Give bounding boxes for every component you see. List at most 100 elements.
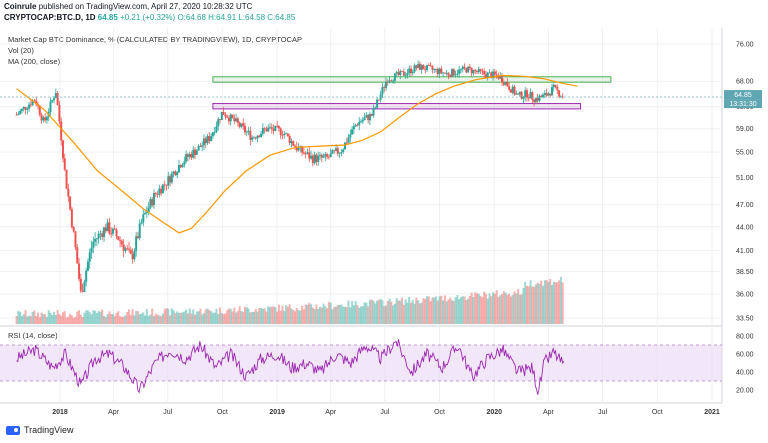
- volume-bar: [260, 307, 263, 324]
- candle-body: [42, 117, 45, 121]
- volume-bar: [290, 308, 293, 324]
- volume-bar: [236, 311, 239, 324]
- candle-body: [219, 119, 222, 120]
- chart-title: Market Cap BTC Dominance, % (CALCULATED …: [8, 35, 302, 44]
- ma-layer: [16, 74, 578, 234]
- candle-body: [176, 172, 179, 176]
- volume-bar: [245, 307, 248, 324]
- candle-body: [69, 196, 72, 210]
- volume-bar: [113, 315, 116, 324]
- volume-bar: [51, 315, 54, 324]
- volume-bar: [331, 309, 334, 324]
- volume-bar: [517, 289, 520, 324]
- volume-bar: [342, 306, 345, 324]
- candle-body: [161, 184, 164, 194]
- volume-bar: [454, 297, 457, 324]
- volume-bar: [554, 282, 557, 324]
- footer-brand[interactable]: TradingView: [6, 425, 74, 435]
- candle-body: [402, 71, 405, 76]
- volume-bar: [518, 294, 521, 324]
- volume-bar: [106, 314, 109, 324]
- volume-bar: [427, 296, 430, 324]
- volume-bar: [70, 315, 73, 324]
- candle-body: [397, 72, 400, 76]
- volume-bar: [174, 313, 177, 324]
- candle-body: [329, 153, 332, 157]
- volume-bar: [28, 315, 31, 324]
- candle-body: [290, 141, 293, 144]
- volume-bar: [451, 300, 454, 324]
- rsi-line: [16, 339, 565, 395]
- candle-body: [288, 135, 291, 144]
- zones-layer: [212, 76, 612, 110]
- candle-body: [115, 229, 118, 237]
- candle-body: [94, 239, 97, 242]
- y-tick-label: 68.00: [736, 79, 754, 86]
- volume-bar: [431, 297, 434, 324]
- volume-bar: [217, 313, 220, 324]
- volume-bar: [299, 310, 302, 324]
- candle-body: [61, 140, 64, 159]
- x-tick-label: Apr: [543, 409, 555, 416]
- volume-bar: [244, 306, 247, 324]
- volume-bar: [124, 315, 127, 324]
- volume-bar: [470, 292, 473, 324]
- candle-body: [522, 97, 525, 99]
- zone-resistance: [212, 76, 612, 83]
- candle-body: [540, 95, 543, 98]
- candle-body: [495, 74, 498, 76]
- candle-body: [222, 111, 225, 115]
- volume-bar: [413, 303, 416, 324]
- candle-body: [149, 199, 152, 208]
- candle-body: [545, 93, 548, 96]
- volume-bar: [235, 312, 238, 324]
- candle-body: [411, 71, 414, 74]
- candle-body: [511, 86, 514, 93]
- volume-bar: [417, 300, 420, 324]
- candle-body: [479, 68, 482, 71]
- candle-body: [434, 68, 437, 70]
- volume-bar: [351, 301, 354, 324]
- volume-bar: [249, 312, 252, 324]
- volume-bar: [63, 311, 66, 324]
- candle-body: [465, 68, 468, 73]
- volume-bar: [456, 295, 459, 324]
- candle-body: [144, 213, 147, 215]
- candle-body: [481, 70, 484, 72]
- zone-support: [212, 103, 582, 110]
- volume-bar: [349, 307, 352, 324]
- candle-body: [286, 133, 289, 136]
- volume-bar: [129, 315, 132, 324]
- volume-bar: [320, 307, 323, 324]
- volume-bar: [440, 295, 443, 324]
- y-tick-label: 38.50: [736, 269, 754, 276]
- countdown-badge: [724, 99, 762, 109]
- volume-bar: [22, 314, 25, 324]
- volume-bar: [408, 296, 411, 324]
- candle-body: [324, 154, 327, 157]
- volume-bar: [558, 280, 561, 324]
- author-name[interactable]: Coinrule: [4, 2, 37, 11]
- volume-bar: [219, 307, 222, 324]
- candle-body: [361, 120, 364, 122]
- volume-bar: [381, 300, 384, 324]
- volume-bar: [211, 312, 214, 324]
- candle-body: [426, 65, 429, 70]
- candle-body: [543, 93, 546, 95]
- candles: [15, 60, 564, 293]
- volume-bar: [513, 291, 516, 324]
- volume-bar: [140, 313, 143, 324]
- volume-bar: [31, 311, 34, 324]
- volume-bar: [44, 314, 47, 324]
- volume-bar: [204, 309, 207, 324]
- volume-bar: [227, 308, 230, 324]
- volume-bar: [443, 295, 446, 324]
- volume-bar: [552, 281, 555, 324]
- candle-body: [277, 126, 280, 129]
- volume-bar: [94, 310, 97, 324]
- candle-body: [158, 188, 161, 195]
- candle-body: [333, 150, 336, 151]
- y-tick-label: 33.50: [736, 316, 754, 323]
- volume-bar: [534, 284, 537, 324]
